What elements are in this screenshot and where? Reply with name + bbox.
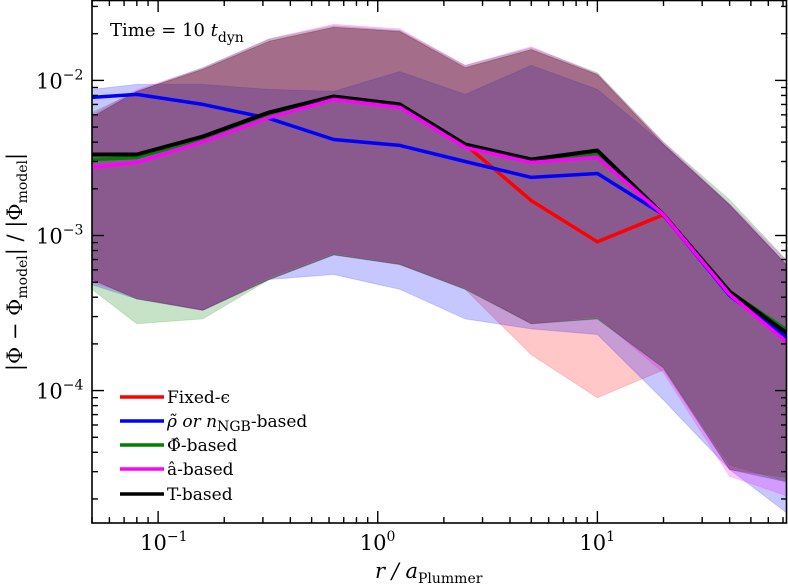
x-tick-label: 100 xyxy=(360,529,396,555)
y-tick-label: 10−4 xyxy=(36,378,83,404)
x-tick-labels: 10−1 100 101 xyxy=(140,529,615,555)
y-tick-label: 10−2 xyxy=(36,67,83,93)
plot-frame xyxy=(91,0,788,524)
x-tick-label: 101 xyxy=(579,529,615,555)
x-tick-label: 10−1 xyxy=(140,529,187,555)
band-tidal xyxy=(92,26,787,483)
y-tick-labels: 10−4 10−3 10−2 xyxy=(36,67,83,403)
legend-label-acc: â-based xyxy=(167,460,234,480)
line-acc xyxy=(92,97,787,345)
band-fixed xyxy=(92,26,787,479)
band-rho xyxy=(92,64,787,514)
y-axis-label: |Φ − Φmodel| / |Φmodel| xyxy=(3,153,31,371)
error-bands xyxy=(92,23,787,514)
band-phi xyxy=(92,25,787,482)
band-acc xyxy=(92,23,787,497)
series-lines xyxy=(92,92,787,345)
x-axis-label: r / aPlummer xyxy=(375,559,483,587)
legend-label-phi: Φ̂-based xyxy=(167,436,237,456)
legend-label-rho: ρ̃ or nNGB-based xyxy=(166,412,307,435)
legend: Fixed-ϵ ρ̃ or nNGB-based Φ̂-based â-base… xyxy=(120,388,307,505)
y-tick-label: 10−3 xyxy=(36,222,83,248)
legend-label-tidal: T-based xyxy=(167,485,233,505)
legend-label-fixed: Fixed-ϵ xyxy=(167,388,230,408)
time-annotation: Time = 10 tdyn xyxy=(110,20,244,46)
